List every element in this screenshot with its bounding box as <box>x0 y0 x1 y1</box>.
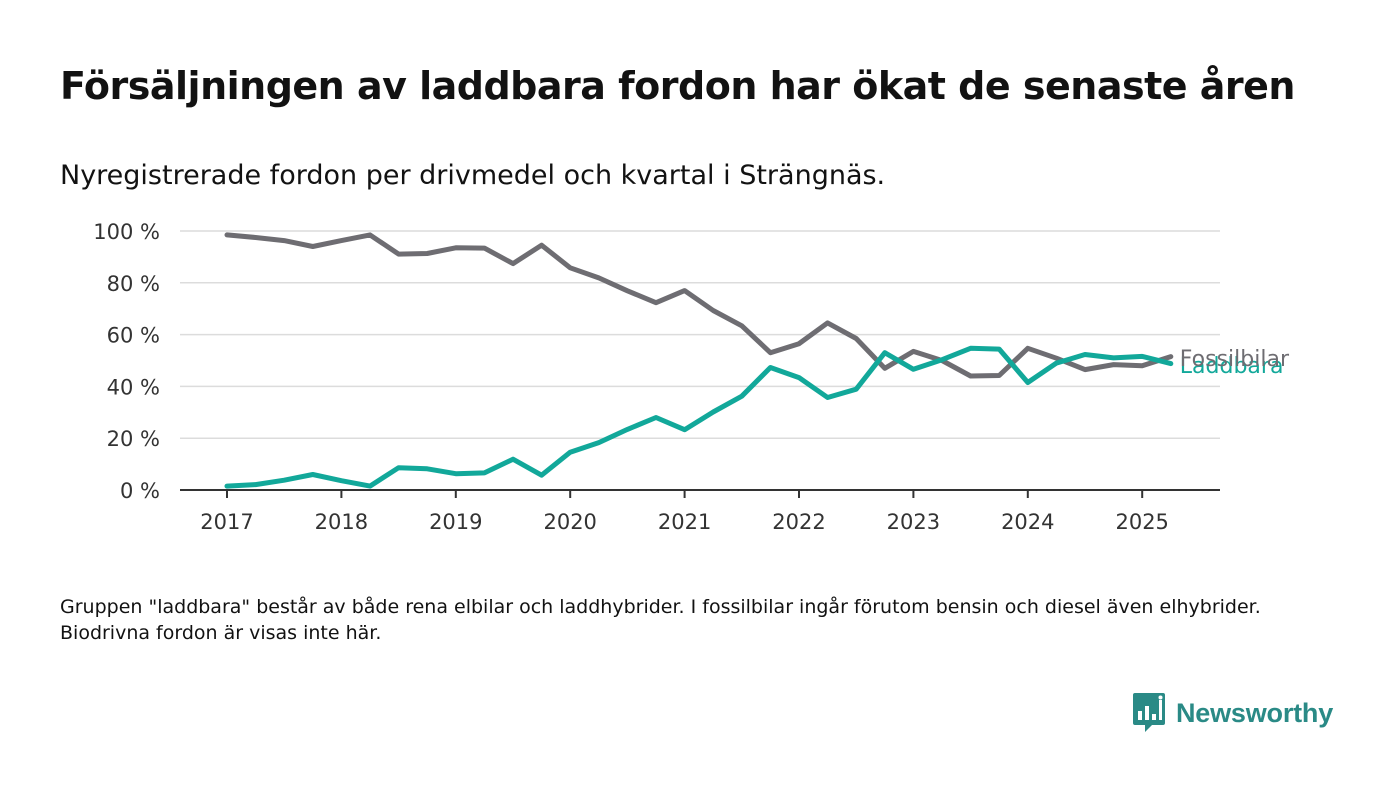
series-line-fossilbilar <box>224 232 1174 379</box>
x-tick-label: 2024 <box>1001 510 1054 534</box>
x-tick-label: 2019 <box>429 510 482 534</box>
x-tick-label: 2023 <box>887 510 940 534</box>
brand-name: Newsworthy <box>1176 697 1334 728</box>
brand-logo[interactable]: Newsworthy <box>1132 692 1333 734</box>
chart-title: Försäljningen av laddbara fordon har öka… <box>60 64 1295 108</box>
bar-chart-speech-bubble-icon <box>1133 693 1165 732</box>
y-tick-label: 40 % <box>107 375 160 399</box>
gridlines <box>180 230 1220 439</box>
x-tick-label: 2018 <box>315 510 368 534</box>
series-lines <box>224 232 1174 489</box>
series-label-fossilbilar: Fossilbilar <box>1180 347 1290 372</box>
x-axis <box>180 489 1220 498</box>
x-tick-label: 2020 <box>543 510 596 534</box>
x-tick-label: 2025 <box>1115 510 1168 534</box>
series-label-laddbara: Laddbara <box>1180 354 1284 379</box>
x-tick-label: 2017 <box>200 510 253 534</box>
chart-footnote: Gruppen "laddbara" består av både rena e… <box>60 596 1261 644</box>
x-tick-label: 2021 <box>658 510 711 534</box>
y-tick-label: 60 % <box>107 324 160 348</box>
x-tick-label: 2022 <box>772 510 825 534</box>
y-tick-label: 80 % <box>107 272 160 296</box>
y-tick-label: 100 % <box>93 220 160 244</box>
series-line-laddbara <box>224 345 1174 489</box>
y-tick-label: 0 % <box>120 479 160 503</box>
chart-subtitle: Nyregistrerade fordon per drivmedel och … <box>60 160 886 191</box>
y-tick-label: 20 % <box>107 427 160 451</box>
axis-labels: 0 % 20 % 40 % 60 % 80 % 100 % 2017 2018 2019 2020… <box>93 220 1290 534</box>
